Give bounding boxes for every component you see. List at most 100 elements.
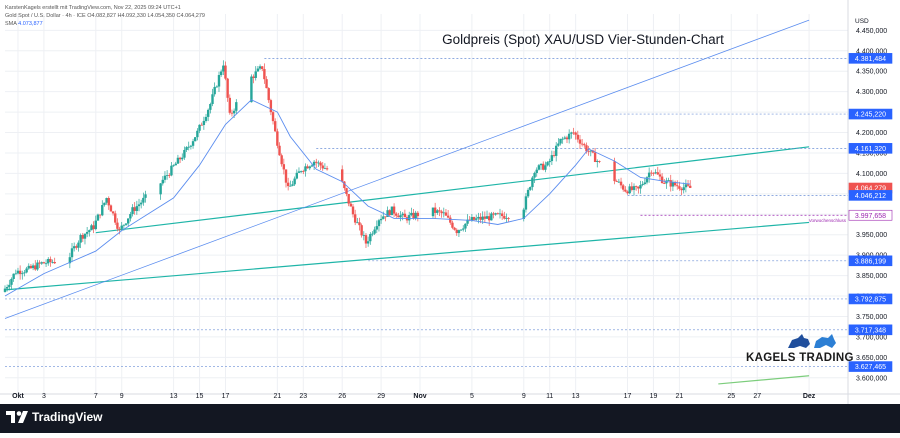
candle — [284, 169, 288, 188]
level-tag-label: 3.997,658 — [855, 213, 886, 220]
candle-body — [219, 71, 223, 76]
candle-body — [278, 145, 281, 156]
candle — [570, 131, 573, 139]
candle — [230, 109, 234, 117]
candle-body — [676, 185, 679, 187]
candle-body — [412, 212, 415, 219]
candle — [172, 164, 175, 167]
chart-title: Goldpreis (Spot) XAU/USD Vier-Stunden-Ch… — [442, 32, 724, 47]
candle — [377, 218, 381, 232]
candle — [98, 214, 102, 219]
candle — [213, 82, 216, 97]
candle — [49, 256, 52, 267]
candle-body — [198, 124, 201, 131]
candle-body — [442, 212, 445, 214]
candle — [263, 63, 266, 84]
candle-body — [122, 224, 126, 226]
candle — [88, 229, 91, 237]
candle-body — [371, 233, 374, 235]
candle — [580, 138, 584, 147]
candle-body — [142, 197, 145, 203]
time-tick-label: Dez — [803, 393, 816, 400]
candle-body — [273, 121, 277, 132]
candle — [53, 257, 56, 264]
candle — [667, 177, 670, 181]
candle — [403, 209, 407, 218]
candle-body — [641, 184, 644, 186]
candle-body — [356, 222, 359, 224]
candle-body — [204, 116, 208, 121]
candle — [632, 183, 636, 196]
candle-body — [567, 133, 571, 140]
candle-body — [310, 165, 314, 167]
candle-body — [282, 164, 286, 170]
level-tag: 4.245,220 — [848, 108, 893, 120]
candle — [165, 170, 169, 180]
level-tag: 4.046,212 — [848, 190, 893, 201]
candle — [144, 190, 147, 203]
candle-body — [302, 171, 305, 172]
candle — [278, 142, 281, 156]
level-note: Vorwochenschluss — [809, 218, 847, 223]
candle — [613, 157, 616, 185]
candle — [21, 270, 24, 280]
candle — [319, 161, 322, 170]
candle — [250, 74, 253, 103]
candle — [349, 201, 353, 207]
candle-body — [345, 188, 348, 194]
candle-body — [315, 161, 318, 163]
candle-body — [165, 175, 169, 176]
candle — [559, 138, 562, 146]
price-tick-label: 3.700,000 — [856, 334, 887, 341]
price-tick-label: 4.300,000 — [856, 89, 887, 96]
candle — [23, 270, 26, 277]
candle — [191, 138, 195, 149]
candle-body — [680, 188, 683, 191]
candle — [254, 66, 257, 81]
candle — [226, 77, 229, 102]
candle-body — [51, 261, 54, 263]
candle-body — [271, 112, 275, 122]
candle — [630, 182, 634, 192]
candle-body — [542, 163, 545, 170]
candle-body — [103, 202, 106, 206]
candle — [224, 61, 227, 81]
candle-body — [479, 216, 482, 220]
time-tick-label: 9 — [120, 393, 124, 400]
candle — [554, 142, 558, 162]
candle-body — [139, 202, 143, 205]
candle-body — [682, 187, 685, 191]
candle — [446, 209, 450, 219]
trendlines — [4, 19, 810, 385]
candle-body — [451, 222, 454, 228]
candle-body — [583, 144, 586, 146]
candle — [373, 226, 376, 236]
candle — [40, 261, 43, 265]
candle-body — [660, 176, 664, 184]
candle-body — [496, 213, 500, 215]
candle — [189, 144, 193, 150]
candle — [280, 153, 283, 167]
tradingview-logo[interactable]: TradingView — [6, 410, 102, 424]
candle — [475, 214, 478, 221]
candle — [18, 265, 22, 280]
candle — [576, 130, 580, 143]
candle-body — [189, 145, 193, 147]
level-tag-bg — [848, 324, 893, 336]
candle-body — [585, 145, 588, 152]
candle — [654, 169, 657, 175]
candle-body — [351, 206, 355, 215]
candle-body — [127, 218, 130, 224]
candle-body — [382, 216, 385, 219]
candle-body — [384, 216, 387, 218]
candle — [181, 153, 184, 161]
candle-body — [431, 207, 435, 217]
candle-body — [470, 217, 474, 221]
candle — [258, 64, 262, 70]
price-tick-label: 4.400,000 — [856, 48, 887, 55]
symbol-line: Gold Spot / U.S. Dollar · 4h · ICE O4.08… — [5, 13, 205, 19]
candle — [38, 260, 41, 268]
candle — [524, 193, 528, 213]
